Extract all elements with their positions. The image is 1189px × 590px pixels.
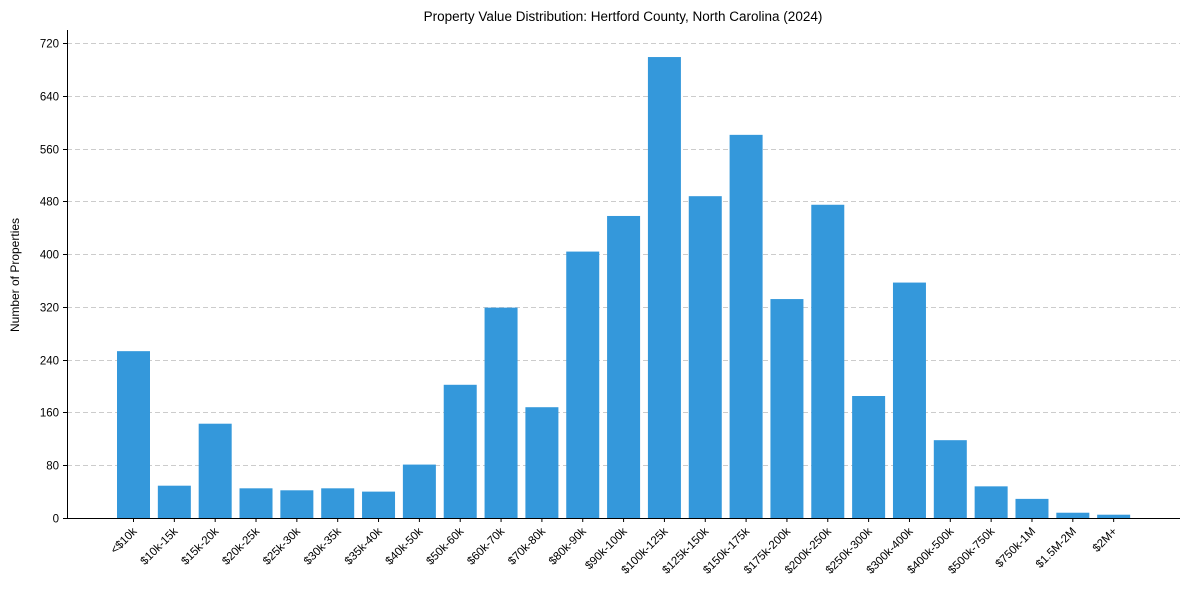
bar-9 — [484, 307, 518, 518]
x-tick-label: $40k-50k — [384, 525, 426, 567]
y-tick-label: 0 — [53, 514, 59, 526]
bar-10 — [525, 407, 559, 518]
bar-0 — [117, 351, 150, 518]
bar-3 — [239, 488, 273, 518]
y-tick-label: 400 — [40, 250, 59, 262]
y-tick-label: 720 — [40, 39, 59, 51]
x-tick-label: $1.5M-2M — [1034, 526, 1079, 571]
x-tick-label: $15k-20k — [179, 525, 221, 567]
x-tick-label: $80k-90k — [547, 525, 589, 567]
bar-21 — [974, 486, 1008, 518]
y-tick-label: 320 — [40, 303, 59, 315]
y-tick-label: 240 — [40, 356, 59, 368]
x-tick-label: $2M+ — [1091, 525, 1120, 554]
bar-19 — [892, 282, 926, 518]
x-tick-label: $10k-15k — [139, 525, 181, 567]
bar-1 — [157, 485, 191, 518]
y-tick-label: 640 — [40, 92, 59, 104]
bar-24 — [1097, 514, 1131, 518]
bar-8 — [443, 384, 477, 518]
y-tick-label: 80 — [46, 461, 59, 473]
x-tick-label: $35k-40k — [343, 525, 385, 567]
bar-15 — [729, 134, 763, 518]
bar-2 — [198, 423, 232, 518]
chart-title: Property Value Distribution: Hertford Co… — [424, 9, 823, 24]
bar-12 — [607, 215, 641, 518]
bar-5 — [321, 488, 355, 518]
bar-11 — [566, 251, 600, 518]
x-tick-label: $750k-1M — [993, 526, 1038, 571]
y-axis-label: Number of Properties — [8, 218, 22, 332]
bar-22 — [1015, 498, 1049, 518]
bar-7 — [402, 464, 436, 518]
bar-16 — [770, 299, 804, 518]
bars — [117, 57, 1131, 518]
bar-6 — [362, 491, 396, 518]
bar-17 — [811, 204, 845, 518]
y-tick-label: 560 — [40, 145, 59, 157]
x-tick-label: $25k-30k — [261, 525, 303, 567]
y-tick-label: 480 — [40, 197, 59, 209]
bar-18 — [852, 396, 886, 518]
x-tick-label: $70k-80k — [506, 525, 548, 567]
bar-23 — [1056, 512, 1090, 518]
x-tick-label: $30k-35k — [302, 525, 344, 567]
x-tick-label: $60k-70k — [465, 525, 507, 567]
y-tick-label: 160 — [40, 408, 59, 420]
x-tick-label: $50k-60k — [424, 525, 466, 567]
bar-14 — [688, 196, 722, 518]
bar-13 — [647, 57, 681, 518]
bar-4 — [280, 490, 314, 518]
bar-20 — [933, 440, 967, 518]
x-tick-label: $20k-25k — [220, 525, 262, 567]
x-tick-label: <$10k — [109, 525, 140, 556]
